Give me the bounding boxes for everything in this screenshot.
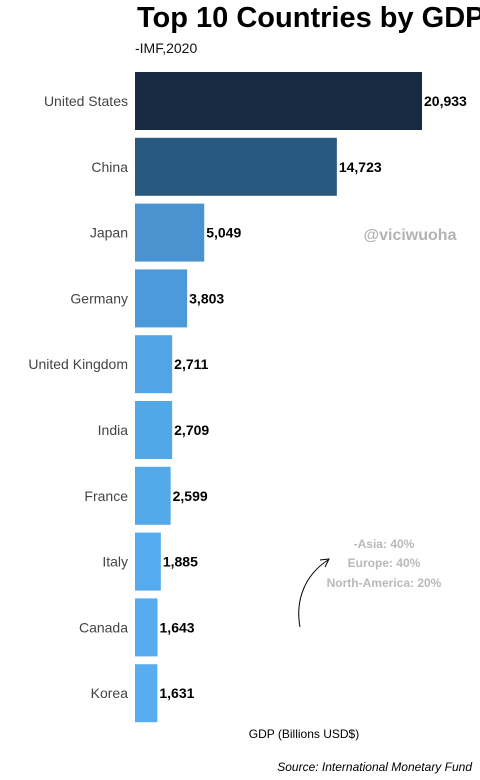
category-label-group: United States China Japan Germany United Kin…: [28, 93, 128, 701]
bar-japan: [135, 203, 205, 262]
value-label-group: 20,933 14,723 5,049 3,803 2,711 2,709 2,599 1,8…: [159, 93, 467, 701]
category-label-italy: Italy: [102, 554, 128, 570]
bar-korea: [135, 664, 158, 723]
category-label-united-states: United States: [44, 93, 128, 109]
value-label-france: 2,599: [173, 488, 208, 504]
category-label-canada: Canada: [79, 619, 128, 635]
source-caption: Source: International Monetary Fund: [277, 760, 472, 774]
category-label-japan: Japan: [90, 225, 128, 241]
annotation-line-north-america: North-America: 20%: [327, 576, 442, 590]
bar-italy: [135, 532, 161, 591]
annotation-line-asia: -Asia: 40%: [354, 537, 415, 551]
bar-france: [135, 466, 171, 525]
annotation-arrow-head: [319, 558, 330, 568]
annotation-line-europe: Europe: 40%: [348, 556, 421, 570]
value-label-united-kingdom: 2,711: [174, 356, 208, 372]
category-label-france: France: [84, 488, 128, 504]
bar-india: [135, 401, 173, 459]
value-label-korea: 1,631: [159, 685, 194, 701]
value-label-india: 2,709: [174, 422, 209, 438]
bar-group: [135, 72, 422, 723]
value-label-canada: 1,643: [160, 619, 195, 635]
value-label-united-states: 20,933: [424, 93, 467, 109]
bar-germany: [135, 269, 188, 328]
category-label-united-kingdom: United Kingdom: [28, 356, 128, 372]
x-axis-title: GDP (Billions USD$): [249, 727, 359, 741]
category-label-china: China: [91, 159, 128, 175]
watermark-handle: @viciwuoha: [364, 227, 457, 244]
bar-china: [135, 137, 337, 196]
value-label-italy: 1,885: [163, 554, 198, 570]
category-label-india: India: [98, 422, 129, 438]
value-label-china: 14,723: [339, 159, 382, 175]
bar-united-kingdom: [135, 335, 173, 394]
chart-subtitle: -IMF,2020: [135, 40, 198, 56]
chart-title: Top 10 Countries by GDP: [137, 2, 480, 34]
category-label-korea: Korea: [91, 685, 129, 701]
category-label-germany: Germany: [70, 290, 128, 306]
annotation-arrow: [298, 559, 329, 628]
value-label-germany: 3,803: [189, 290, 224, 306]
bar-united-states: [135, 72, 422, 130]
bar-canada: [135, 598, 158, 657]
value-label-japan: 5,049: [206, 225, 241, 241]
